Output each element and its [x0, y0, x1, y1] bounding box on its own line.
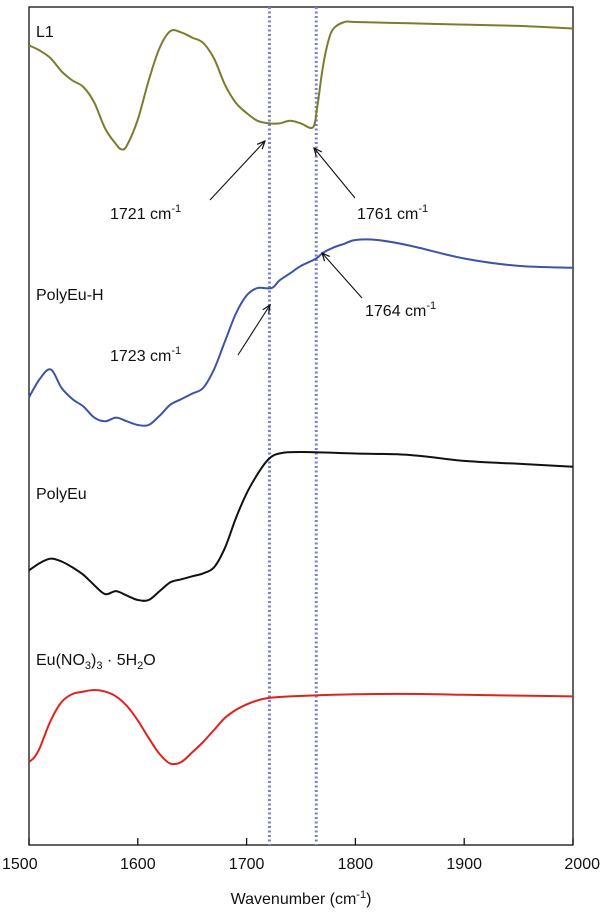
series-line-eu-no3-3-5h2o: [28, 689, 574, 766]
x-tick-label-1500: 1500: [2, 856, 38, 873]
x-axis-unit: (cm: [330, 891, 357, 908]
series-label-l1: L1: [36, 24, 54, 41]
x-axis-unit-sup: -1: [356, 889, 366, 901]
x-axis-title-main: Wavenumber: [231, 891, 326, 908]
annotation-arrow-3: [237, 305, 270, 356]
series-label-polyeu: PolyEu: [36, 486, 87, 503]
eu-label-sub-1: 3: [85, 660, 91, 672]
series-line-polyeu: [28, 451, 574, 602]
x-tick-label-1900: 1900: [446, 856, 482, 873]
series-label-polyeu-h: PolyEu-H: [36, 287, 104, 304]
annotation-label-2: 1761 cm-1: [357, 203, 428, 223]
eu-label-part-1: Eu(NO: [36, 652, 85, 669]
annotation-value-3: 1723 cm: [110, 348, 171, 365]
series-label-eu-nitrate: Eu(NO3)3 · 5H2O: [36, 652, 156, 672]
eu-label-part-4: O: [143, 652, 155, 669]
annotation-sup-1: -1: [171, 203, 181, 215]
annotation-label-4: 1764 cm-1: [365, 300, 436, 320]
x-axis-title: Wavenumber (cm-1): [231, 889, 372, 908]
x-tick-label-1800: 1800: [338, 856, 374, 873]
plot-frame: [28, 6, 574, 846]
x-tick-label-2000: 2000: [564, 856, 600, 873]
annotation-sup-4: -1: [426, 300, 436, 312]
annotation-value-4: 1764 cm: [365, 303, 426, 320]
annotation-value-1: 1721 cm: [110, 206, 171, 223]
eu-label-sub-3: 2: [137, 660, 143, 672]
series-line-polyeu-h: [28, 238, 574, 427]
annotation-value-2: 1761 cm: [357, 206, 418, 223]
annotation-sup-3: -1: [171, 345, 181, 357]
annotation-label-1: 1721 cm-1: [110, 203, 181, 223]
annotation-sup-2: -1: [418, 203, 428, 215]
series-line-l1: [28, 20, 574, 151]
annotation-arrow-4: [322, 253, 363, 299]
annotation-label-3: 1723 cm-1: [110, 345, 181, 365]
x-axis-unit-close: ): [366, 891, 371, 908]
eu-label-part-3: · 5H: [102, 652, 137, 669]
annotation-arrow-1: [209, 141, 265, 201]
eu-label-part-2: ): [91, 652, 96, 669]
annotation-arrow-2: [314, 148, 356, 199]
x-tick-label-1700: 1700: [229, 856, 265, 873]
x-tick-label-1600: 1600: [120, 856, 156, 873]
eu-label-sub-2: 3: [96, 660, 102, 672]
